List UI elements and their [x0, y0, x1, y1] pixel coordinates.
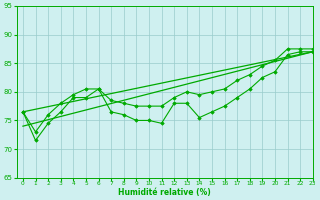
X-axis label: Humidité relative (%): Humidité relative (%) [118, 188, 211, 197]
